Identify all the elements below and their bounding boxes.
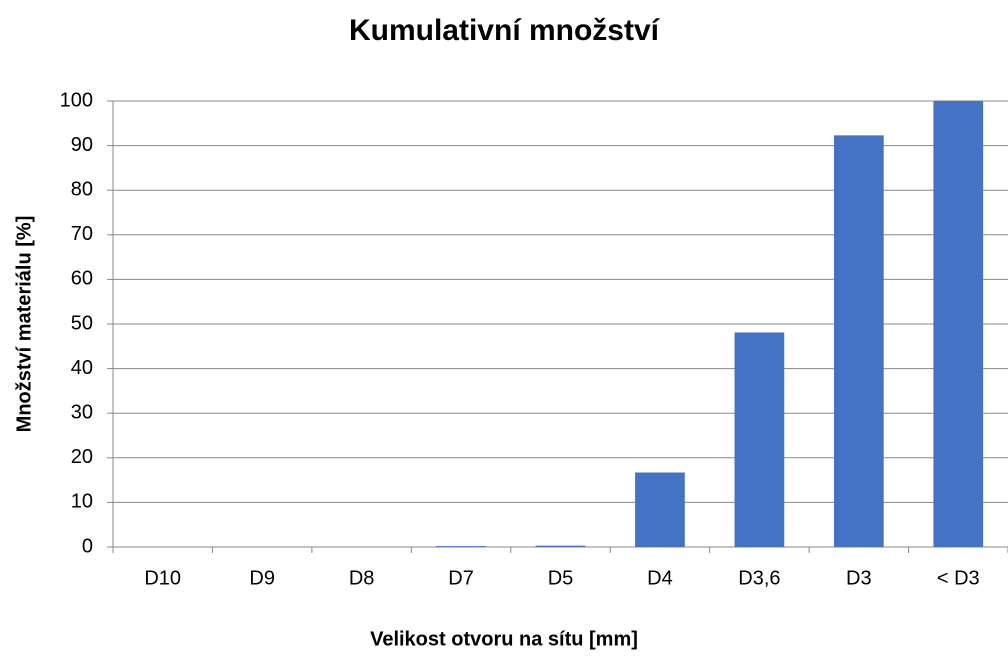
x-tick-label: < D3: [937, 567, 980, 589]
y-tick-label: 80: [71, 178, 93, 200]
bar: [833, 135, 884, 548]
y-tick-label: 100: [60, 89, 93, 111]
x-tick-label: D7: [448, 567, 474, 589]
bar: [635, 472, 685, 547]
y-tick-label: 0: [82, 535, 93, 557]
x-tick-label: D4: [647, 567, 673, 589]
y-tick-label: 20: [71, 446, 93, 468]
bar: [436, 546, 486, 547]
chart-title: Kumulativní množství: [349, 14, 661, 47]
bar: [734, 332, 785, 547]
y-tick-label: 30: [71, 401, 93, 423]
y-tick-label: 40: [71, 357, 93, 379]
x-tick-label: D3,6: [738, 567, 780, 589]
x-tick-label: D8: [349, 567, 375, 589]
x-tick-label: D9: [249, 567, 275, 589]
bar: [933, 101, 984, 547]
x-tick-label: D3: [846, 567, 872, 589]
y-tick-label: 10: [71, 491, 93, 513]
y-tick-label: 90: [71, 134, 93, 156]
y-tick-label: 50: [71, 312, 93, 334]
x-tick-label: D5: [548, 567, 574, 589]
x-tick-label: D10: [144, 567, 181, 589]
y-tick-label: 60: [71, 268, 93, 290]
bar: [535, 545, 586, 547]
y-axis-label: Množství materiálu [%]: [13, 216, 35, 433]
y-tick-label: 70: [71, 223, 93, 245]
x-axis-label: Velikost otvoru na sítu [mm]: [370, 628, 638, 650]
